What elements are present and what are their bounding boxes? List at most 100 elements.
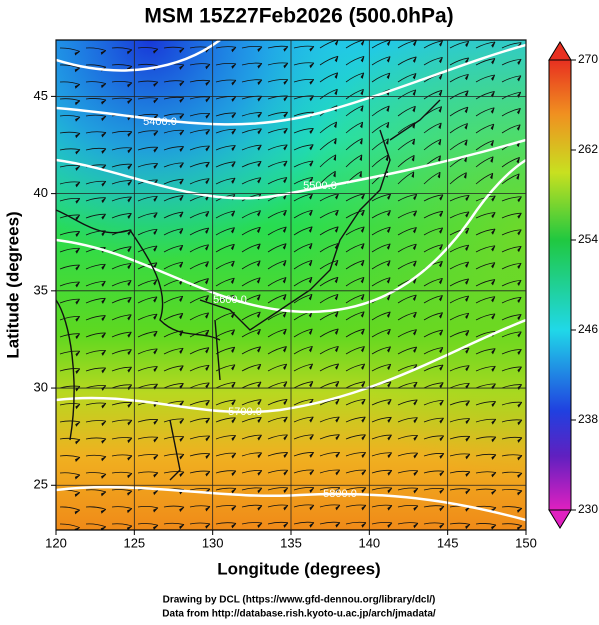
streamline-arrow — [231, 47, 237, 53]
streamline — [371, 210, 391, 219]
streamline-arrow — [283, 112, 288, 118]
streamline — [423, 139, 442, 151]
streamline-arrow — [101, 181, 107, 187]
streamline — [85, 349, 106, 355]
streamline-arrow — [334, 89, 338, 96]
streamline-arrow — [205, 365, 210, 371]
streamline-arrow — [361, 469, 367, 476]
streamline — [59, 523, 80, 528]
streamline-arrow — [464, 90, 469, 97]
streamline — [475, 436, 496, 440]
streamline-arrow — [464, 123, 468, 130]
streamline-arrow — [439, 312, 443, 319]
streamline-arrow — [517, 402, 523, 408]
streamline-arrow — [465, 330, 470, 337]
streamline — [371, 311, 391, 321]
streamline-arrow — [309, 177, 314, 184]
streamline-arrow — [283, 522, 289, 528]
streamline — [215, 399, 236, 406]
streamline — [85, 230, 106, 236]
streamline-arrow — [308, 243, 313, 250]
streamline-arrow — [205, 227, 210, 234]
x-tick-label: 135 — [280, 535, 302, 550]
streamline — [501, 124, 521, 134]
streamline — [371, 154, 389, 168]
streamline — [163, 295, 183, 304]
streamline — [137, 163, 158, 168]
streamline — [345, 294, 365, 304]
streamline-arrow — [385, 138, 389, 145]
streamline — [241, 311, 261, 321]
streamline-arrow — [205, 400, 210, 407]
streamline-arrow — [127, 366, 132, 373]
streamline-arrow — [127, 147, 133, 154]
streamline-arrow — [359, 171, 362, 178]
streamline-arrow — [283, 177, 288, 184]
streamline-arrow — [437, 155, 441, 162]
streamline — [215, 145, 236, 151]
streamline-arrow — [101, 438, 107, 444]
streamline-arrow — [360, 311, 365, 318]
streamline-arrow — [75, 368, 81, 375]
streamline — [111, 419, 132, 423]
streamline — [449, 74, 469, 83]
streamline — [163, 129, 184, 134]
streamline-arrow — [490, 156, 494, 163]
streamline-arrow — [490, 107, 495, 114]
streamline-arrow — [231, 364, 236, 371]
streamline — [215, 112, 236, 117]
streamline-arrow — [333, 171, 336, 178]
streamline-arrow — [153, 48, 159, 54]
streamline-arrow — [437, 172, 441, 179]
streamline — [189, 227, 209, 236]
streamline — [475, 212, 496, 219]
streamline — [137, 63, 159, 67]
streamline-arrow — [75, 333, 80, 340]
contours — [56, 40, 526, 522]
streamline — [163, 330, 184, 338]
streamline — [423, 453, 444, 457]
streamline-arrow — [464, 139, 468, 146]
streamline — [85, 114, 107, 117]
streamline — [137, 47, 159, 50]
streamline-arrow — [490, 140, 494, 147]
streamline-arrow — [205, 113, 211, 119]
streamline — [85, 98, 107, 101]
streamline — [501, 246, 522, 253]
streamline-arrow — [179, 97, 185, 103]
streamline-arrow — [360, 294, 365, 301]
y-tick-label: 40 — [34, 185, 48, 200]
streamline-arrow — [205, 96, 211, 103]
streamline-arrow — [75, 264, 80, 271]
streamline-arrow — [257, 522, 263, 529]
streamline — [397, 434, 418, 440]
streamline-arrow — [179, 146, 184, 153]
streamline — [475, 523, 497, 526]
streamline — [319, 226, 339, 236]
streamline-arrow — [438, 90, 443, 97]
streamline-arrow — [205, 435, 211, 442]
streamline-arrow — [283, 363, 288, 370]
streamline-arrow — [153, 366, 158, 373]
streamline-arrow — [205, 178, 210, 185]
contour-label: 5400.0 — [143, 116, 177, 128]
streamline-arrow — [153, 212, 158, 219]
streamline-arrow — [127, 263, 132, 270]
streamline-arrow — [412, 312, 417, 319]
streamline-arrow — [334, 294, 339, 301]
streamline-arrow — [385, 154, 389, 162]
streamline — [267, 416, 288, 423]
streamline-arrow — [360, 105, 364, 112]
streamline-arrow — [386, 210, 391, 217]
streamline — [189, 505, 211, 508]
streamline — [215, 417, 236, 423]
streamline — [319, 209, 339, 219]
streamline — [137, 195, 158, 202]
streamlines — [59, 40, 523, 530]
colorbar-tick-label: 230 — [578, 502, 598, 516]
contour-line — [56, 158, 526, 314]
streamline — [501, 296, 522, 304]
streamline — [371, 105, 390, 117]
streamline-arrow — [126, 49, 133, 55]
streamline-arrow — [335, 381, 340, 388]
